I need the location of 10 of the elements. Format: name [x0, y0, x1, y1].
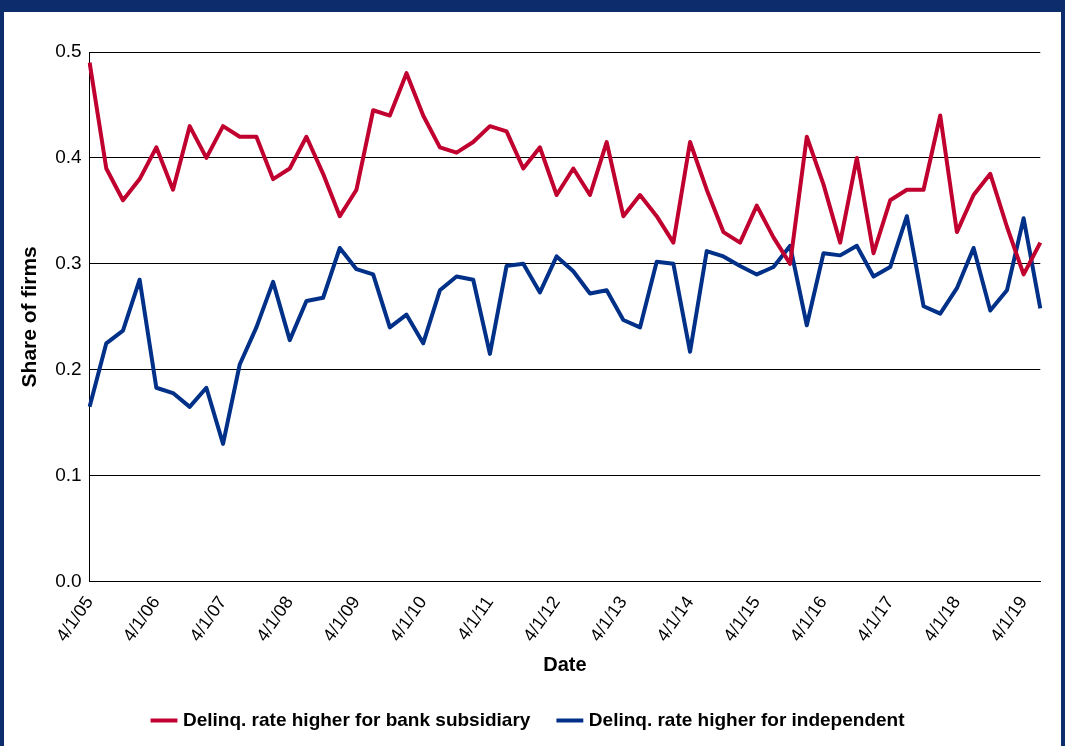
legend-label: Delinq. rate higher for bank subsidiary [183, 708, 531, 730]
x-axis-title: Date [543, 652, 587, 675]
y-tick-label: 0.0 [55, 569, 82, 591]
y-tick-label: 0.3 [55, 252, 82, 274]
y-axis-title: Share of firms [17, 246, 41, 388]
legend-label: Delinq. rate higher for independent [588, 708, 906, 730]
y-tick-label: 0.4 [55, 146, 83, 168]
y-tick-label: 0.2 [55, 358, 82, 379]
y-tick-label: 0.5 [55, 40, 82, 62]
y-tick-label: 0.1 [55, 463, 82, 485]
